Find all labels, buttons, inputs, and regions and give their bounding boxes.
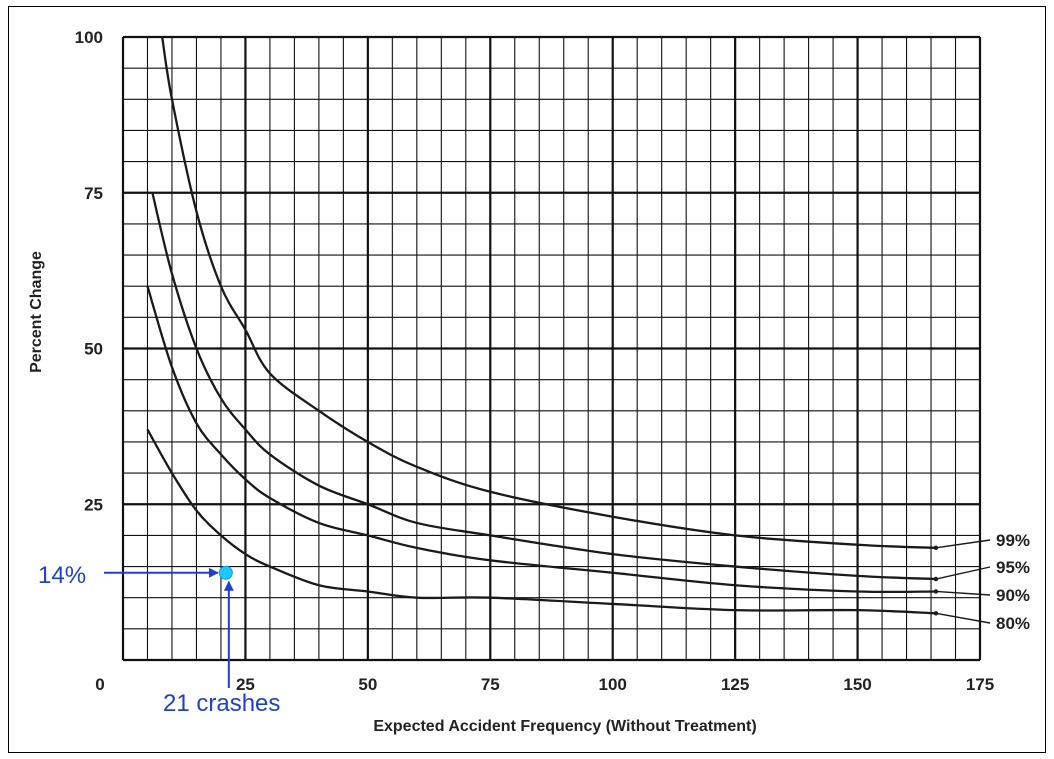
series-end-point [933,545,939,551]
grid [121,35,982,662]
y-tick-label: 50 [84,340,103,359]
y-tick-label: 25 [84,495,103,514]
series-label: 95% [996,558,1030,577]
annotations: 14% 21 crashes [38,562,280,717]
x-tick-label: 25 [236,675,255,694]
series-end-point [933,589,939,594]
series-label: 90% [996,586,1030,605]
series-end-point [933,576,939,582]
annotation-point-marker [218,565,233,580]
series-leader-line [935,590,991,596]
x-axis-label: Expected Accident Frequency (Without Tre… [373,718,756,735]
annotation-crashes-label: 21 crashes [163,690,280,717]
series-label: 99% [996,531,1030,550]
series-leader-line [935,539,991,549]
x-tick-label: 125 [721,675,749,694]
series-label: 80% [996,614,1030,633]
y-tick-label: 75 [84,184,103,203]
annotation-percent-label: 14% [38,562,86,589]
curves [146,36,936,615]
y-axis-label: Percent Change [28,251,45,373]
y-tick-label: 100 [75,28,103,47]
series-line-2 [151,192,936,581]
series-line-1 [161,36,936,550]
series-end-point [933,611,939,616]
tick-labels: 0 25 50 75 100 125 150 175 25 50 75 100 [75,28,995,694]
x-tick-label: 50 [358,675,377,694]
x-tick-label: 100 [599,675,627,694]
x-tick-label: 175 [966,675,994,694]
series-leader-line [935,612,991,624]
series-labels: 99% 95% 90% 80% [933,531,1030,633]
x-tick-label: 0 [95,675,104,694]
series-line-4 [146,428,936,615]
series-line-3 [146,285,936,594]
x-tick-label: 150 [843,675,871,694]
figure-frame [8,6,1046,753]
series-leader-line [935,566,991,580]
x-tick-label: 75 [481,675,500,694]
